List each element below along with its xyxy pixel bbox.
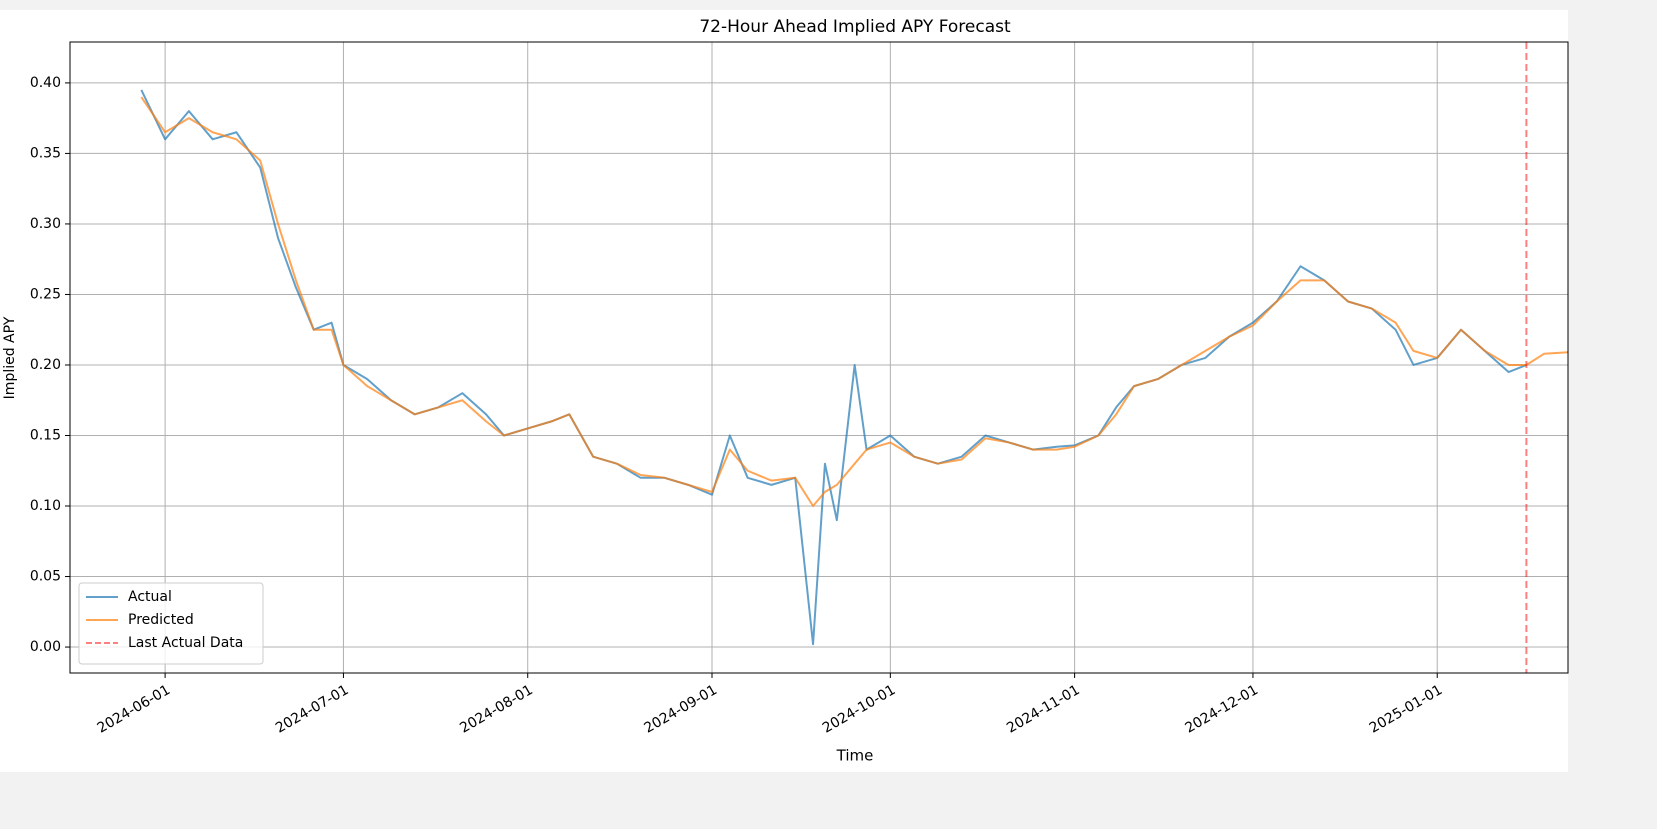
- legend: Actual Predicted Last Actual Data: [78, 582, 264, 665]
- y-tick-label: 0.10: [30, 498, 61, 514]
- y-tick-label: 0.25: [30, 286, 61, 302]
- y-tick-label: 0.35: [30, 145, 61, 161]
- legend-box: [78, 582, 264, 665]
- chart-title: 72-Hour Ahead Implied APY Forecast: [699, 17, 1011, 37]
- y-tick-label: 0.40: [30, 75, 61, 91]
- y-tick-label: 0.30: [30, 216, 61, 232]
- plot-frame: [69, 41, 1569, 674]
- x-axis-label: Time: [836, 747, 874, 765]
- y-tick-label: 0.05: [30, 569, 61, 585]
- y-tick-label: 0.00: [30, 639, 61, 655]
- series-line: [140, 96, 1569, 508]
- y-tick-label: 0.15: [30, 427, 61, 443]
- legend-label: Actual: [128, 589, 172, 605]
- series-line: [140, 89, 1527, 646]
- legend-label: Predicted: [128, 612, 194, 628]
- y-tick-label: 0.20: [30, 357, 61, 373]
- y-axis-label: Implied APY: [2, 316, 18, 399]
- legend-label: Last Actual Data: [128, 635, 243, 651]
